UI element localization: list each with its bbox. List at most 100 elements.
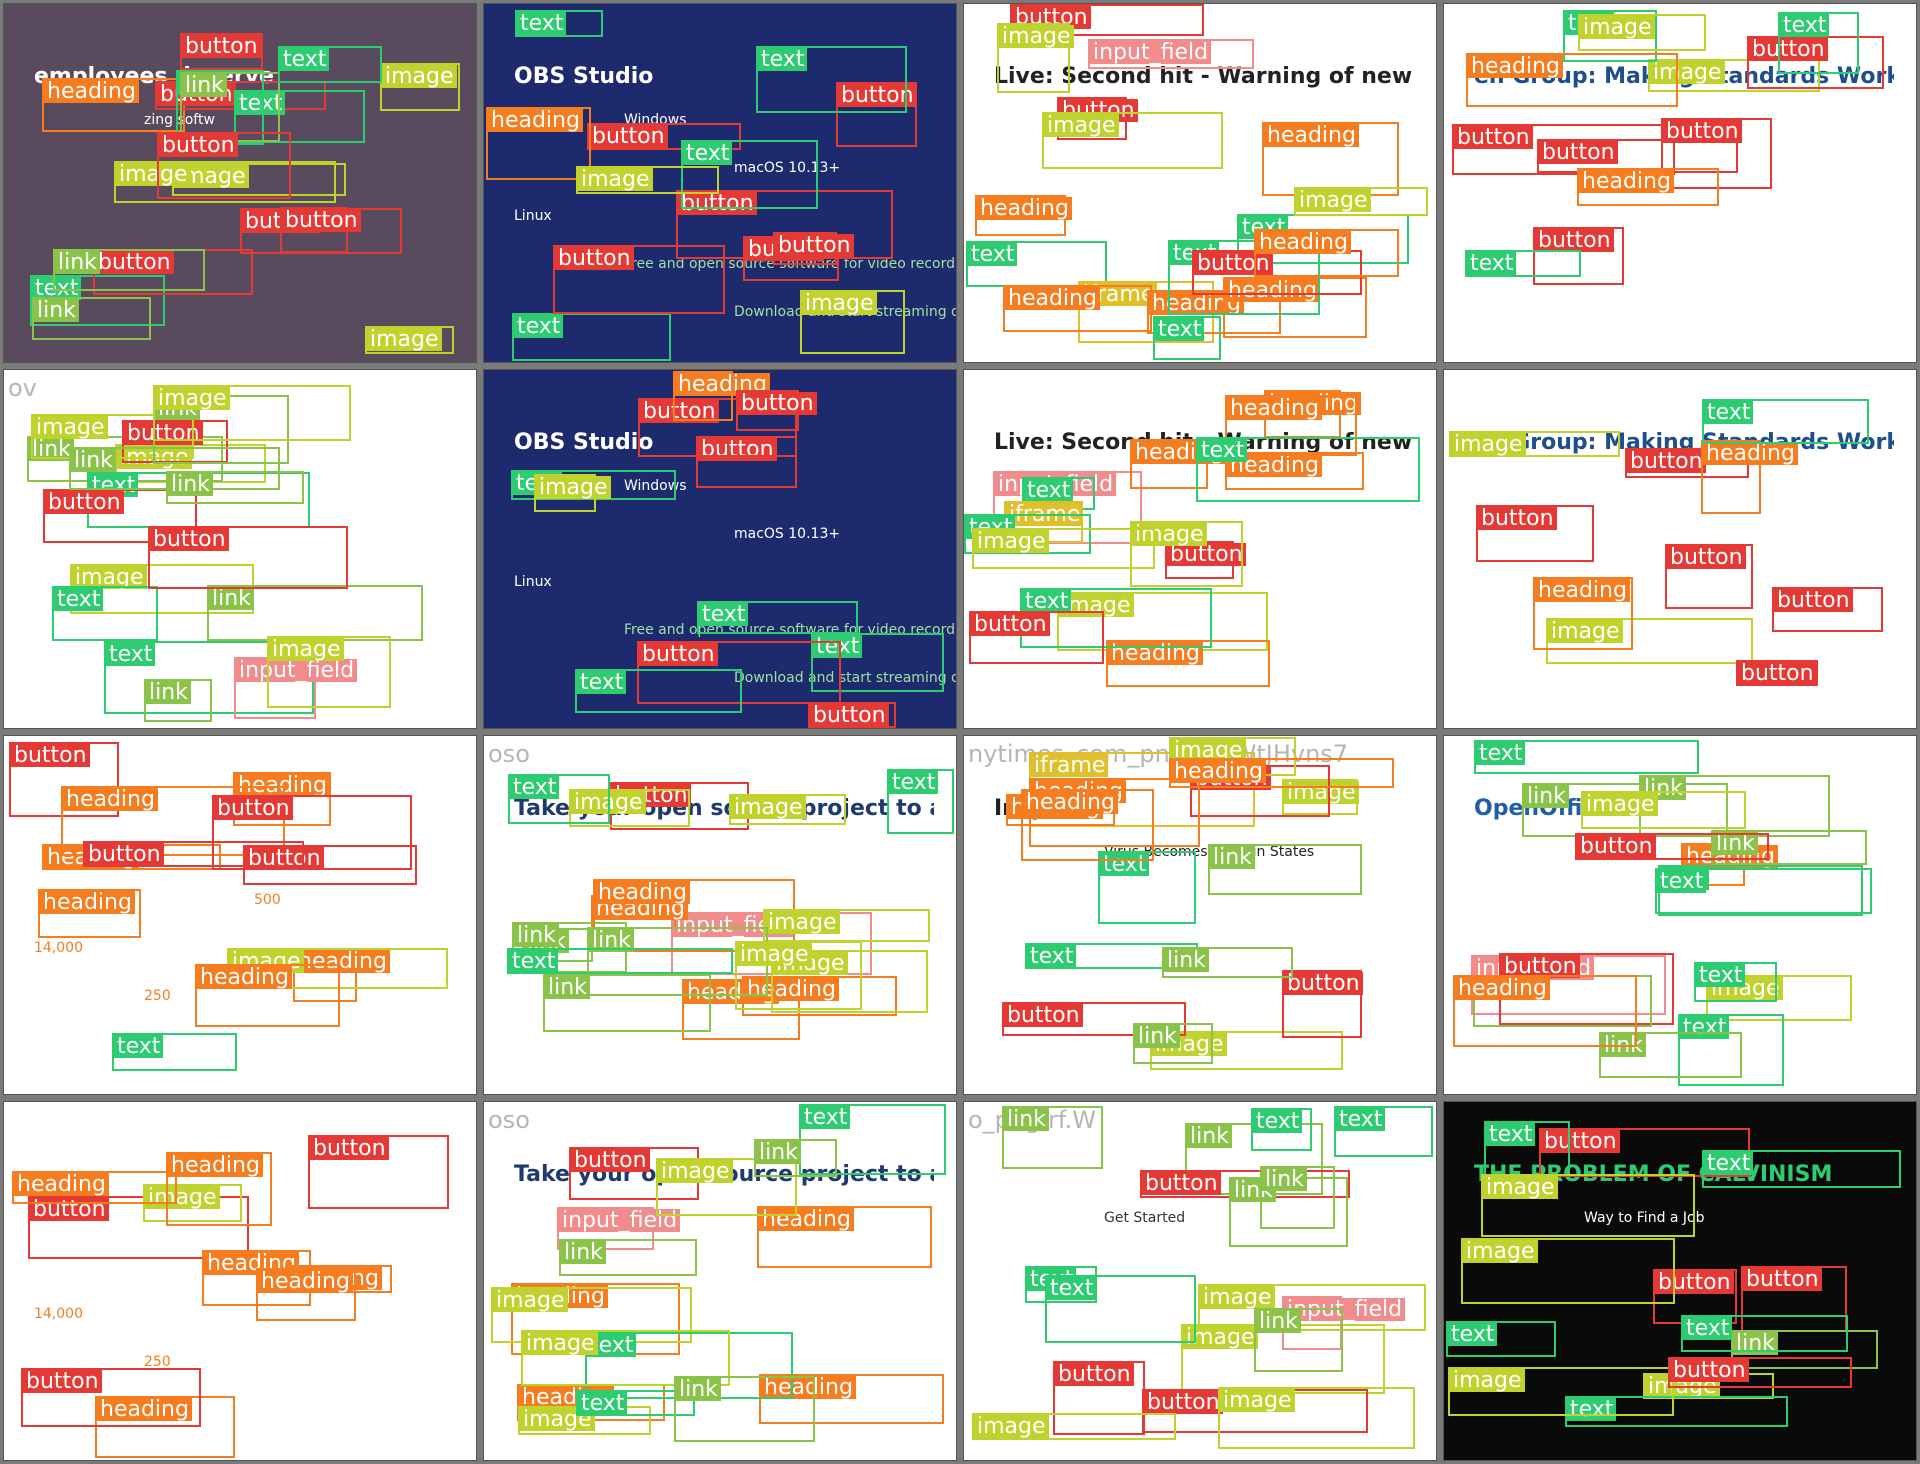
image-annotation-box: image xyxy=(521,1330,730,1386)
annotation-label: heading xyxy=(1264,124,1359,147)
annotation-label: heading xyxy=(1227,454,1322,477)
image-annotation-box: image xyxy=(365,326,454,354)
text-annotation-box: text xyxy=(1153,316,1221,360)
heading-annotation-box: heading xyxy=(1262,122,1399,196)
annotation-label: button xyxy=(95,251,174,274)
annotation-label: heading xyxy=(168,1154,263,1177)
heading-annotation-box: heading xyxy=(1223,277,1367,338)
screenshot-tile: OBS Studio Windows macOS 10.13+ Linux Free a… xyxy=(483,3,957,363)
annotation-label: image xyxy=(578,168,653,191)
annotation-label: text xyxy=(1657,870,1707,893)
annotation-label: button xyxy=(45,491,124,514)
tile-filename-watermark: ov xyxy=(8,374,37,402)
annotation-label: text xyxy=(1027,945,1077,968)
annotation-label: heading xyxy=(1227,397,1322,420)
annotation-label: text xyxy=(758,48,808,71)
annotation-label: button xyxy=(1501,955,1580,978)
link-annotation-box: link xyxy=(144,679,212,722)
annotation-label: button xyxy=(1743,1268,1822,1291)
page-text-snippet: 250 xyxy=(144,988,171,1004)
heading-annotation-box: heading xyxy=(195,964,340,1027)
heading-annotation-box: heading xyxy=(1147,290,1281,334)
annotation-label: image xyxy=(155,387,230,410)
annotation-label: image xyxy=(1200,1286,1275,1309)
annotation-label: text xyxy=(1022,590,1072,613)
button-annotation-box: button xyxy=(1736,660,1818,686)
button-annotation-box: button xyxy=(83,841,304,867)
image-annotation-box: image xyxy=(1648,59,1820,92)
annotation-label: heading xyxy=(1225,279,1320,302)
annotation-label: link xyxy=(55,251,100,274)
text-annotation-box: text xyxy=(1694,962,1777,1002)
annotation-label: image xyxy=(1580,16,1655,39)
annotation-label: text xyxy=(1704,1152,1754,1175)
button-annotation-box: button xyxy=(1533,227,1624,285)
annotation-label: heading xyxy=(1468,55,1563,78)
annotation-label: image xyxy=(1548,620,1623,643)
screenshot-tile: OBS Studio Windows macOS 10.13+ Linux Free a… xyxy=(483,369,957,729)
annotation-label: text xyxy=(1704,401,1754,424)
annotation-label: text xyxy=(1467,252,1517,275)
annotation-label: button xyxy=(1004,1004,1083,1027)
annotation-label: button xyxy=(1144,1391,1223,1414)
page-text-snippet: Linux xyxy=(514,574,552,590)
annotation-label: button xyxy=(1577,835,1656,858)
text-annotation-box: text xyxy=(515,10,603,37)
image-annotation-box: image xyxy=(1481,1174,1695,1237)
image-annotation-box: image xyxy=(576,166,719,194)
annotation-label: button xyxy=(159,134,238,157)
annotation-label: text xyxy=(510,776,560,799)
annotation-label: text xyxy=(578,1392,628,1415)
annotation-label: button xyxy=(1541,1130,1620,1153)
annotation-label: link xyxy=(1524,785,1569,808)
image-annotation-box: image xyxy=(656,1158,797,1216)
text-annotation-box: text xyxy=(1655,868,1872,914)
annotation-label: text xyxy=(1683,1317,1733,1340)
image-annotation-box: image xyxy=(1218,1387,1415,1449)
annotation-label: text xyxy=(236,92,286,115)
annotation-label: image xyxy=(33,416,108,439)
heading-annotation-box: heading xyxy=(1225,395,1357,456)
annotation-label: image xyxy=(1171,739,1246,762)
annotation-label: text xyxy=(1100,853,1150,876)
page-text-snippet: macOS 10.13+ xyxy=(734,526,841,542)
text-annotation-box: text xyxy=(1045,1275,1196,1343)
annotation-label: text xyxy=(1780,14,1830,37)
annotation-label: text xyxy=(106,643,156,666)
image-annotation-box: image xyxy=(1546,618,1753,664)
annotation-label: heading xyxy=(235,774,330,797)
input_field-annotation-box: input_field xyxy=(1282,1296,1406,1350)
text-annotation-box: text xyxy=(756,46,907,113)
annotation-label: button xyxy=(571,1149,650,1172)
screenshot-tile: Live: Second hit - Warning of new wave o… xyxy=(963,3,1437,363)
annotation-label: text xyxy=(32,277,82,300)
text-annotation-box: text xyxy=(1778,12,1859,74)
annotation-label: image xyxy=(765,911,840,934)
link-annotation-box: link xyxy=(1133,1023,1213,1064)
annotation-label: link xyxy=(168,473,213,496)
annotation-label: heading xyxy=(1005,287,1100,310)
heading-annotation-box: heading xyxy=(593,879,795,952)
annotation-label: button xyxy=(214,797,293,820)
annotation-label: link xyxy=(34,299,79,322)
annotation-label: heading xyxy=(1703,442,1798,465)
heading-annotation-box: heading xyxy=(757,1206,932,1268)
annotation-label: button xyxy=(85,843,164,866)
annotation-label: button xyxy=(1194,252,1273,275)
annotation-label: text xyxy=(699,603,749,626)
image-annotation-box: image xyxy=(1150,1031,1343,1070)
text-annotation-box: text xyxy=(576,1390,695,1416)
annotation-label: button xyxy=(1142,1172,1221,1195)
link-annotation-box: link xyxy=(166,471,304,504)
button-annotation-box: button xyxy=(1668,1357,1852,1388)
image-annotation-box: image xyxy=(972,528,1155,569)
annotation-label: image xyxy=(802,292,877,315)
annotation-label: heading xyxy=(295,950,390,973)
screenshot-tile: en Group: Making Standards Work button ima… xyxy=(1443,369,1917,729)
image-annotation-box: image xyxy=(1449,431,1620,457)
input_field-annotation-box: input_field xyxy=(1088,39,1254,69)
annotation-label: button xyxy=(310,1137,389,1160)
screenshot-tile: THE PROBLEM OF CALVINISM Way to Find a Jo… xyxy=(1443,1101,1917,1461)
page-text-snippet: 500 xyxy=(254,892,281,908)
annotation-label: heading xyxy=(1023,791,1118,814)
